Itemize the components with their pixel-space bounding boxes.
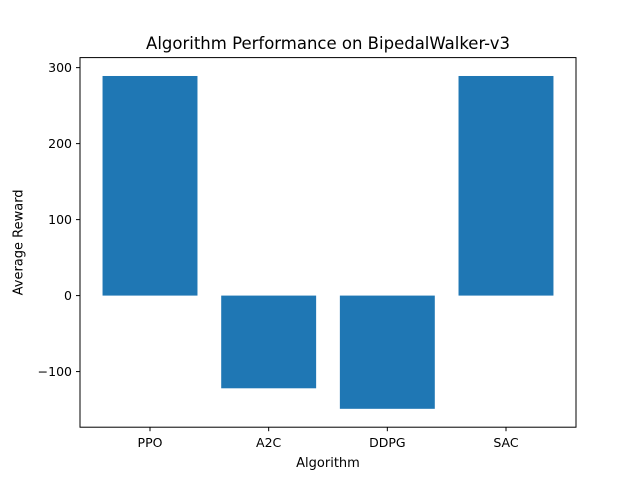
y-axis-label: Average Reward bbox=[12, 189, 27, 295]
y-tick-label: 0 bbox=[64, 288, 72, 303]
x-tick-label: DDPG bbox=[369, 435, 405, 450]
y-tick-label: 200 bbox=[48, 136, 72, 151]
bar-a2c bbox=[221, 295, 317, 389]
plot-frame bbox=[79, 57, 577, 428]
bar-sac bbox=[458, 75, 554, 296]
x-tick-label: SAC bbox=[493, 435, 518, 450]
bar-ddpg bbox=[339, 295, 435, 409]
x-axis-label: Algorithm bbox=[296, 456, 360, 471]
bars-group bbox=[102, 75, 554, 409]
x-tick-label: A2C bbox=[256, 435, 282, 450]
y-tick-label: 100 bbox=[48, 212, 72, 227]
y-tick-label: −100 bbox=[38, 364, 72, 379]
x-axis-ticks: PPO A2C DDPG SAC bbox=[138, 427, 519, 450]
y-tick-label: 300 bbox=[48, 60, 72, 75]
y-axis-ticks: −100 0 100 200 300 bbox=[38, 60, 80, 379]
bar-ppo bbox=[102, 75, 198, 296]
x-tick-label: PPO bbox=[138, 435, 163, 450]
chart-title: Algorithm Performance on BipedalWalker-v… bbox=[146, 34, 510, 53]
